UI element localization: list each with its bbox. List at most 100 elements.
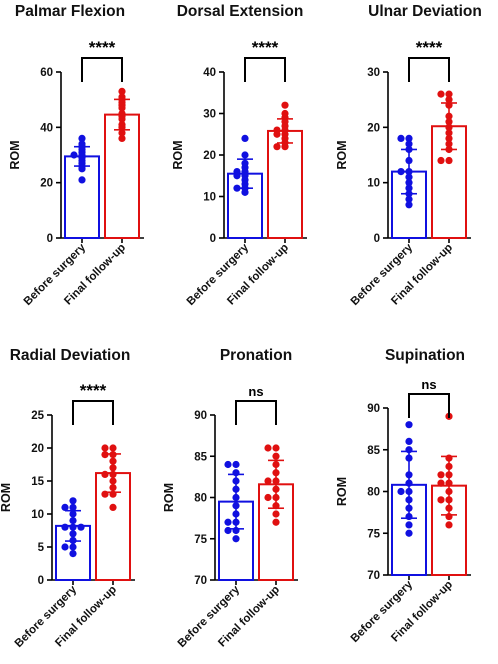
data-point: [232, 518, 240, 526]
data-point: [273, 143, 281, 151]
data-point: [272, 502, 280, 510]
data-point: [61, 503, 69, 511]
data-point: [405, 512, 413, 521]
data-point: [405, 140, 413, 148]
data-point: [445, 521, 453, 529]
significance-label: ****: [252, 38, 279, 57]
data-point: [224, 526, 232, 535]
data-point: [437, 471, 445, 479]
data-point: [109, 503, 117, 511]
data-point: [405, 521, 413, 529]
data-point: [69, 550, 77, 558]
chart-title: Radial Deviation: [10, 347, 131, 364]
data-point: [405, 145, 413, 154]
data-point: [445, 134, 453, 142]
y-tick-label: 40: [203, 67, 216, 79]
data-point: [397, 168, 405, 176]
data-point: [233, 172, 241, 180]
data-point: [233, 184, 241, 192]
significance-bracket: [408, 393, 450, 418]
data-point: [445, 156, 453, 165]
data-point: [118, 123, 126, 131]
y-axis-label: ROM: [162, 483, 176, 512]
data-point: [69, 543, 77, 551]
data-point: [445, 101, 453, 109]
data-point: [118, 129, 126, 137]
data-point: [109, 451, 117, 459]
y-tick-label: 0: [38, 575, 44, 587]
y-tick-label: 10: [31, 509, 44, 521]
data-point: [405, 190, 413, 198]
data-point: [241, 188, 249, 196]
data-point: [272, 485, 280, 493]
significance-label: ns: [421, 377, 436, 392]
data-point: [232, 485, 240, 493]
data-point: [69, 510, 77, 518]
chart-title: Pronation: [220, 347, 292, 364]
data-point: [405, 173, 413, 181]
data-point: [445, 90, 453, 98]
data-point: [405, 134, 413, 142]
data-point: [445, 118, 453, 126]
data-point: [405, 437, 413, 445]
data-point: [109, 477, 117, 485]
data-point: [405, 179, 413, 187]
data-point: [232, 526, 240, 535]
data-point: [272, 477, 280, 485]
data-point: [405, 471, 413, 479]
data-point: [445, 471, 453, 479]
data-point: [232, 535, 240, 543]
data-point: [264, 444, 272, 452]
y-tick-label: 20: [367, 122, 380, 134]
data-point: [232, 477, 240, 485]
y-tick-label: 60: [40, 67, 53, 79]
data-point: [101, 490, 109, 498]
y-axis-label: ROM: [0, 483, 13, 512]
data-point: [272, 452, 280, 460]
y-tick-label: 75: [194, 534, 207, 546]
data-point: [445, 504, 453, 512]
y-tick-label: 80: [194, 493, 207, 505]
data-point: [405, 487, 413, 496]
significance-label: ****: [80, 381, 107, 400]
y-tick-label: 85: [367, 445, 380, 457]
data-point: [61, 543, 69, 551]
data-point: [445, 96, 453, 104]
data-point: [445, 140, 453, 148]
y-tick-label: 90: [194, 410, 207, 422]
data-point: [272, 518, 280, 526]
data-point: [273, 130, 281, 138]
data-point: [405, 168, 413, 176]
data-point: [78, 134, 86, 142]
data-point: [101, 470, 109, 478]
data-point: [118, 87, 126, 95]
data-point: [405, 421, 413, 429]
y-tick-label: 30: [367, 67, 380, 79]
data-point: [445, 145, 453, 154]
data-point: [397, 134, 405, 142]
significance-bracket: [408, 57, 450, 82]
data-point: [272, 493, 280, 502]
data-point: [232, 502, 240, 510]
data-point: [69, 503, 77, 511]
data-point: [69, 517, 77, 525]
data-point: [78, 176, 86, 184]
data-point: [101, 451, 109, 459]
y-tick-label: 85: [194, 451, 207, 463]
data-point: [101, 444, 109, 452]
data-point: [109, 444, 117, 452]
data-point: [264, 493, 272, 502]
data-point: [397, 487, 405, 496]
data-point: [281, 143, 289, 151]
chart-title: Supination: [385, 347, 465, 364]
data-point: [69, 536, 77, 545]
data-point: [109, 490, 117, 498]
y-tick-label: 40: [40, 122, 53, 134]
significance-label: ****: [416, 38, 443, 57]
data-point: [69, 530, 77, 538]
